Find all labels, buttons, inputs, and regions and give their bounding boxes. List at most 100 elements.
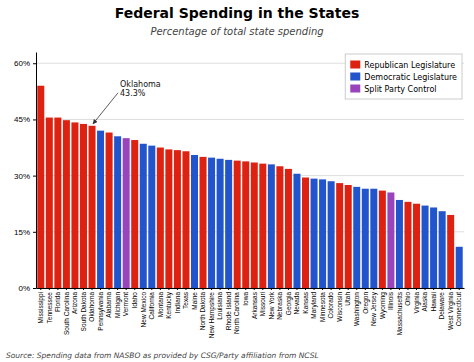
y-axis-line [36, 53, 37, 289]
x-tick-mark [356, 288, 357, 290]
x-tick: New Hampshire [208, 288, 216, 338]
x-tick-mark [83, 288, 84, 290]
y-tick-label: 0% [18, 284, 30, 293]
x-tick-mark [92, 288, 93, 290]
x-tick-label: Idaho [131, 292, 138, 309]
x-tick-label: New Mexico [140, 292, 147, 328]
x-tick-mark [262, 288, 263, 290]
legend-swatch [350, 73, 360, 81]
bar [174, 150, 181, 288]
x-tick: Iowa [242, 288, 249, 306]
x-tick-label: Ohio [404, 292, 411, 306]
x-tick-label: South Carolina [63, 292, 70, 335]
x-tick-label: Oklahoma [88, 292, 95, 322]
x-tick-mark [365, 288, 366, 290]
x-tick-label: Rhode Island [225, 292, 232, 331]
bar [447, 215, 454, 288]
x-tick-label: Washington [353, 292, 361, 326]
x-tick-mark [185, 288, 186, 290]
x-tick: Florida [54, 288, 61, 312]
x-tick-label: North Carolina [233, 292, 240, 334]
x-tick: Maine [191, 288, 198, 310]
bar [387, 192, 394, 288]
y-tick: 60% [14, 59, 36, 68]
bar [259, 164, 266, 288]
x-tick: Washington [353, 288, 361, 326]
x-tick-label: Montana [157, 292, 164, 318]
x-tick-label: Louisiana [216, 292, 223, 320]
source: Source: Spending data from NASBO as prov… [6, 351, 319, 360]
x-axis: MississippiTennesseeFloridaSouth Carolin… [37, 288, 465, 338]
x-tick: Delaware [438, 288, 445, 319]
bar [140, 144, 147, 288]
legend-item: Republican Legislature [350, 61, 455, 70]
annotation-text: Oklahoma43.3% [120, 80, 161, 98]
y-tick-mark [33, 232, 36, 233]
bar [46, 118, 53, 288]
bar [37, 86, 44, 288]
y-tick-label: 15% [14, 228, 30, 237]
x-tick: Hawaii [430, 288, 437, 312]
bar [404, 202, 411, 288]
x-tick: Alaska [421, 288, 428, 312]
x-tick-mark [66, 288, 67, 290]
bar [217, 159, 224, 288]
bar [97, 131, 104, 288]
bar [148, 146, 155, 288]
annotation-line: 43.3% [120, 89, 146, 98]
bar [242, 161, 249, 288]
x-tick-mark [194, 288, 195, 290]
x-tick-mark [322, 288, 323, 290]
x-tick: Pennsylvania [97, 288, 105, 331]
x-tick-label: Maine [191, 292, 198, 310]
bar [165, 149, 172, 288]
bar [251, 163, 258, 288]
bar [268, 164, 275, 288]
x-tick: New York [268, 288, 275, 319]
y-tick-mark [33, 63, 36, 64]
y-tick: 30% [14, 172, 36, 181]
x-tick-label: Illinois [387, 291, 394, 310]
bar [131, 140, 138, 288]
x-tick-label: Connecticut [455, 292, 462, 327]
x-tick: Texas [182, 288, 189, 309]
bar [285, 169, 292, 288]
bar [345, 185, 352, 288]
x-tick: New Mexico [140, 288, 147, 327]
legend: Republican Legislature Democratic Legisla… [345, 54, 462, 99]
x-tick: Alabama [105, 288, 112, 318]
x-tick-mark [237, 288, 238, 290]
x-tick-mark [279, 288, 280, 290]
legend-item: Democratic Legislature [350, 73, 457, 82]
x-tick-mark [373, 288, 374, 290]
bar [182, 151, 189, 288]
x-tick-label: Hawaii [430, 292, 437, 312]
x-tick: Utah [344, 288, 351, 306]
bar [379, 191, 386, 288]
bar [293, 174, 300, 288]
bar [302, 177, 309, 288]
bar [456, 247, 463, 288]
bar [396, 200, 403, 288]
x-tick-label: Arizona [71, 292, 78, 314]
x-tick: Wyoming [379, 288, 387, 319]
x-tick-label: Tennessee [46, 292, 53, 324]
x-tick-mark [314, 288, 315, 290]
annotation: Oklahoma43.3% [93, 80, 161, 124]
bar [328, 181, 335, 288]
x-tick-label: Maryland [310, 292, 318, 319]
bar [276, 166, 283, 288]
x-tick: Ohio [404, 288, 411, 306]
x-tick-mark [245, 288, 246, 290]
x-tick: Idaho [131, 288, 138, 308]
x-tick-mark [220, 288, 221, 290]
x-tick-label: Texas [182, 291, 189, 309]
x-tick-label: Wyoming [379, 292, 387, 319]
x-tick-mark [117, 288, 118, 290]
x-tick-label: Virginia [413, 292, 421, 314]
x-tick-mark [399, 288, 400, 290]
legend-swatch [350, 61, 360, 69]
x-tick-label: Alaska [421, 292, 428, 312]
bar [413, 204, 420, 288]
y-axis: 0%15%30%45%60% [14, 53, 37, 294]
